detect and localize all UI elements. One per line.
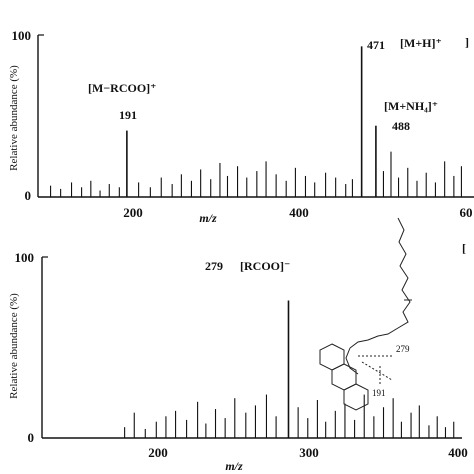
cleavage-diagonal — [361, 361, 393, 381]
top-y-axis-label: Relative abundance (%) — [8, 65, 20, 171]
bottom-x-tick-400: 400 — [448, 445, 468, 460]
top-peaks-group — [50, 46, 462, 197]
bottom-y-tick-100: 100 — [15, 250, 35, 265]
annotation-rcoo-label: [RCOO]⁻ — [240, 259, 290, 273]
top-y-tick-0: 0 — [25, 188, 32, 203]
bottom-x-tick-200: 200 — [148, 445, 168, 460]
annotation-m-h-mz: 471 — [367, 38, 385, 52]
molecule-structure-drawing: 279 191 — [319, 217, 412, 411]
bottom-x-axis-label: m/z — [225, 459, 243, 473]
edge-glyph-top: ] — [465, 35, 469, 49]
bottom-peaks-group — [124, 300, 455, 438]
fatty-acid-chain — [349, 217, 411, 349]
top-x-tick-400: 400 — [289, 205, 309, 220]
annotation-m-rcoo-mz: 191 — [119, 108, 137, 122]
annotation-m-nh4-mz: 488 — [392, 119, 410, 133]
anthracene-ring-3 — [343, 383, 369, 411]
annotation-m-h-label: [M+H]⁺ — [400, 36, 442, 50]
top-y-tick-100: 100 — [12, 28, 32, 43]
annotation-rcoo-mz: 279 — [205, 259, 223, 273]
cleavage-label-191: 191 — [372, 388, 386, 398]
ester-linkage — [345, 347, 359, 375]
annotation-m-nh4-label: [M+NH₄]⁺ — [384, 99, 438, 113]
bottom-y-tick-0: 0 — [28, 430, 35, 445]
cleavage-label-279: 279 — [396, 344, 410, 354]
top-spectrum-panel: Relative abundance (%) 100 0 200 400 60 … — [8, 28, 474, 225]
top-x-tick-600: 60 — [460, 205, 473, 220]
bottom-y-axis-label: Relative abundance (%) — [8, 293, 20, 399]
bottom-spectrum-panel: Relative abundance (%) 100 0 200 300 400… — [8, 250, 468, 473]
top-x-axis-label: m/z — [199, 211, 217, 225]
annotation-m-rcoo-label: [M−RCOO]⁺ — [88, 81, 157, 95]
edge-glyph-mid: [ — [462, 241, 466, 255]
bottom-x-tick-300: 300 — [299, 445, 319, 460]
top-x-tick-200: 200 — [123, 205, 143, 220]
